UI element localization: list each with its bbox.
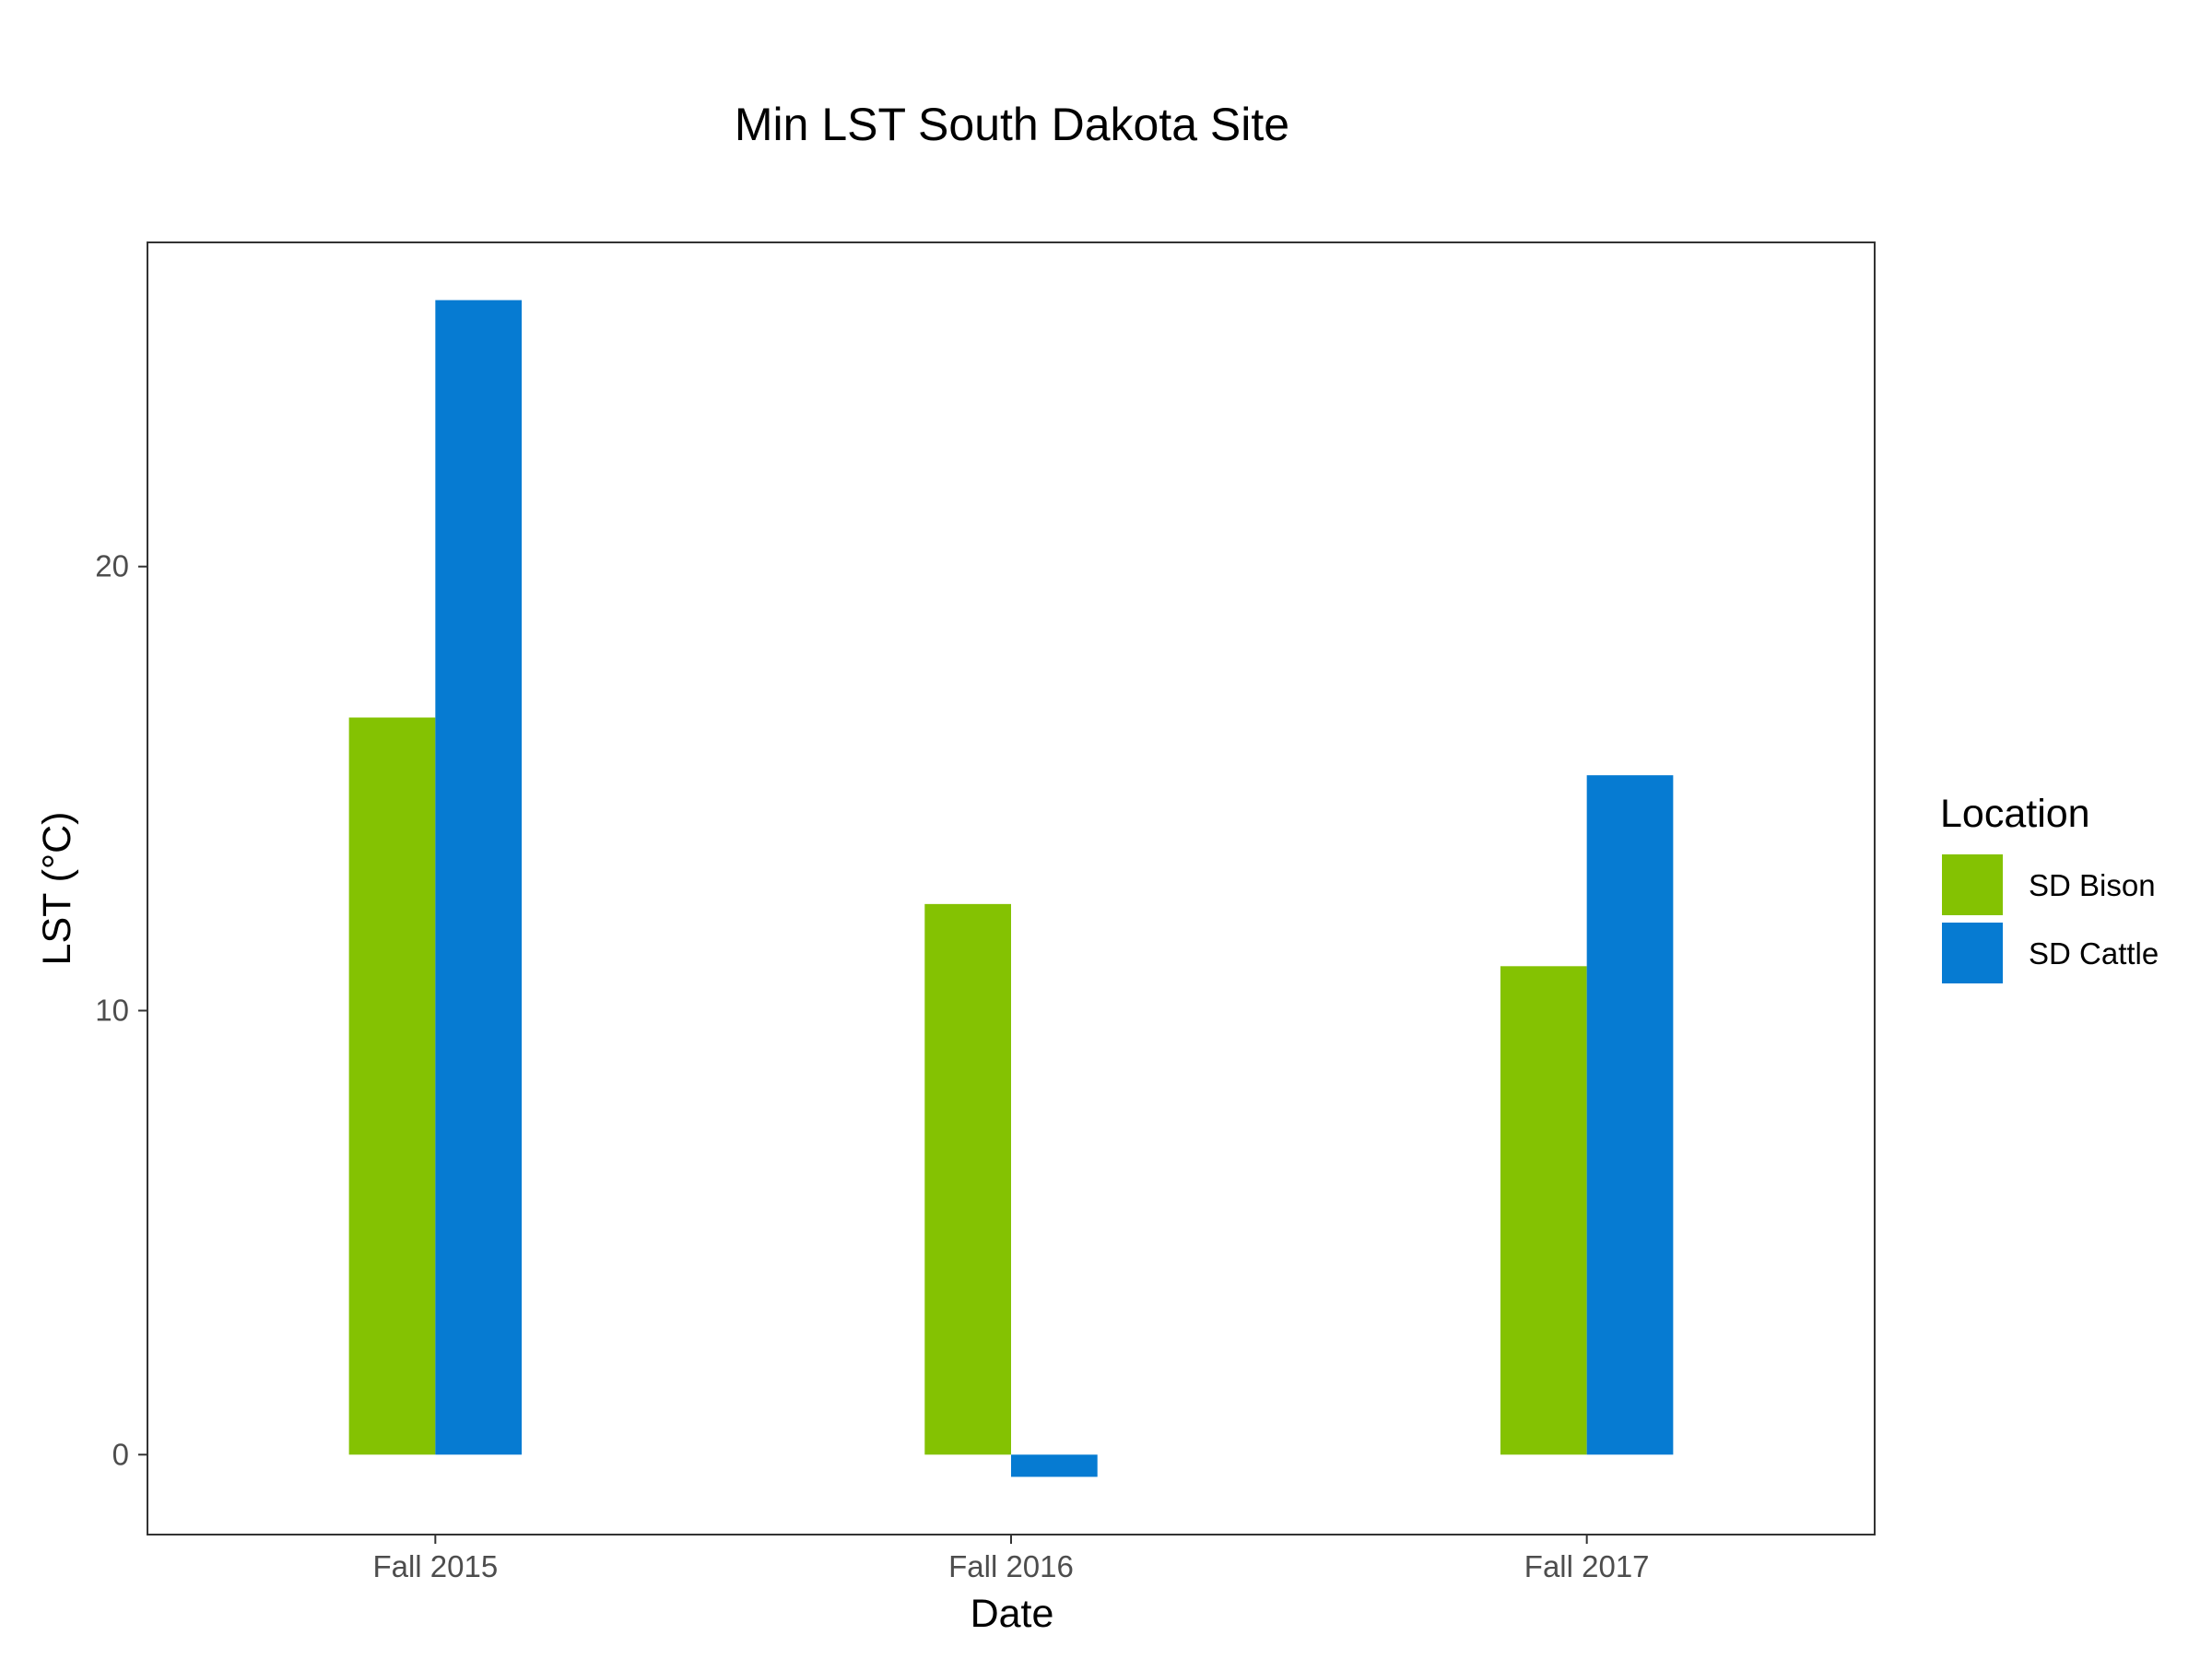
y-axis: 0 10 20 — [95, 549, 147, 1471]
plot-panel-border — [147, 241, 1876, 1535]
bar-sd-cattle-2 — [1586, 775, 1674, 1455]
legend-label: SD Cattle — [2029, 936, 2159, 971]
x-tick-label: Fall 2015 — [372, 1549, 498, 1583]
bar-sd-bison-2 — [1500, 966, 1587, 1455]
y-axis-title: LST (°C) — [35, 812, 79, 966]
x-tick-label: Fall 2017 — [1524, 1549, 1650, 1583]
bar-sd-bison-1 — [924, 903, 1011, 1455]
legend-key-sd-cattle — [1942, 923, 2003, 983]
x-axis-title: Date — [971, 1592, 1054, 1636]
chart-title: Min LST South Dakota Site — [735, 99, 1289, 150]
bars — [348, 300, 1674, 1477]
y-tick-label: 10 — [95, 993, 129, 1027]
legend-key-sd-bison — [1942, 854, 2003, 915]
legend-label: SD Bison — [2029, 868, 2156, 902]
x-tick-label: Fall 2016 — [948, 1549, 1074, 1583]
legend: Location SD Bison SD Cattle — [1940, 792, 2159, 983]
legend-title: Location — [1940, 792, 2090, 836]
y-tick-label: 20 — [95, 549, 129, 583]
y-tick-label: 0 — [112, 1437, 129, 1471]
x-axis: Fall 2015 Fall 2016 Fall 2017 — [372, 1535, 1650, 1583]
bar-sd-cattle-1 — [1011, 1454, 1098, 1477]
bar-sd-bison-0 — [348, 717, 436, 1455]
bar-sd-cattle-0 — [435, 300, 523, 1455]
